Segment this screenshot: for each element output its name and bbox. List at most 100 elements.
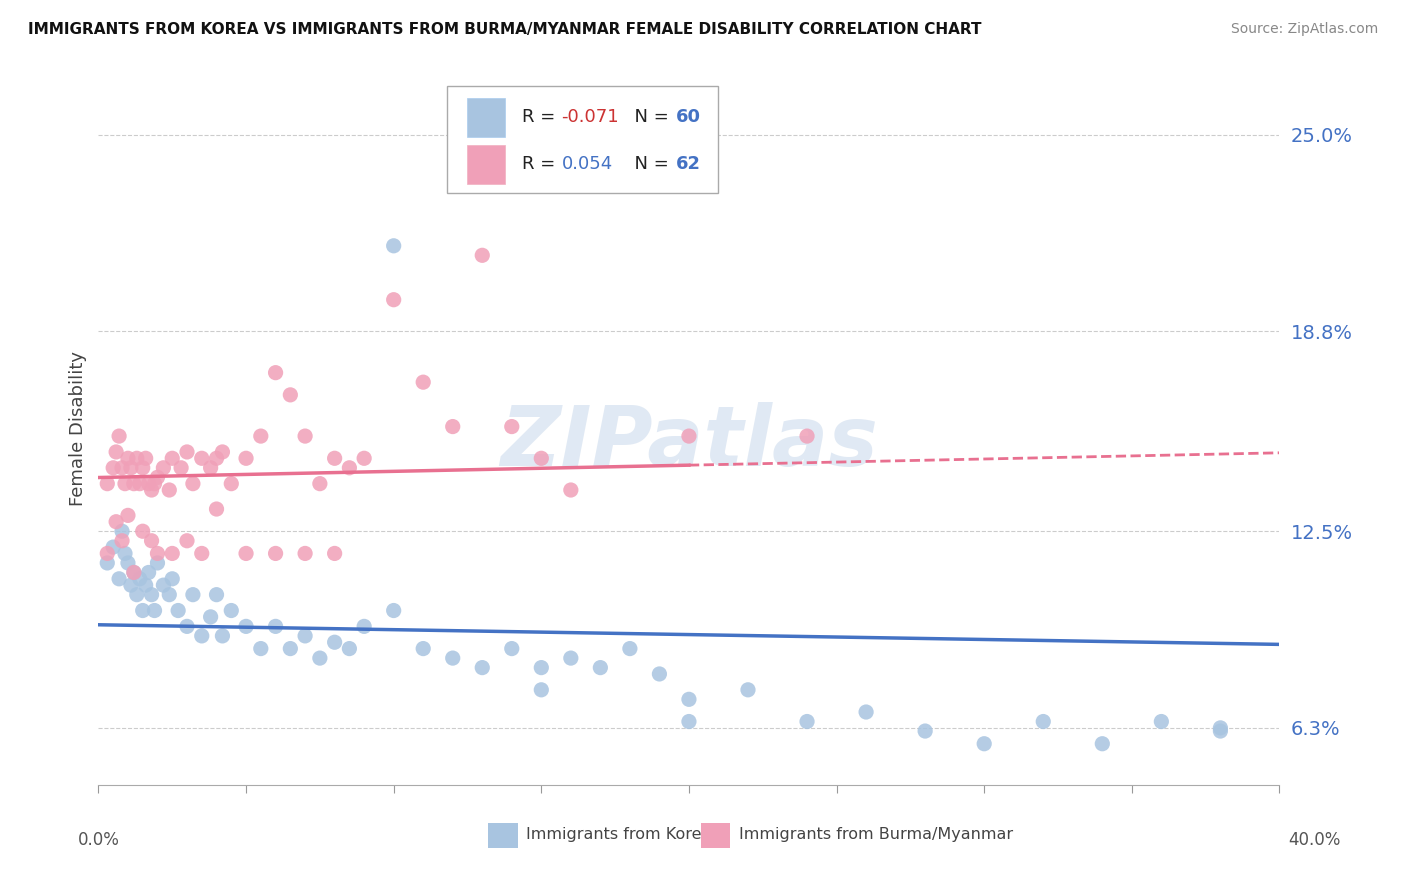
Point <box>205 502 228 516</box>
Point <box>1032 714 1054 729</box>
Point <box>294 429 316 443</box>
Point <box>122 476 145 491</box>
Point <box>294 546 316 560</box>
Point <box>737 682 759 697</box>
Point <box>678 429 700 443</box>
Text: R =: R = <box>523 108 561 126</box>
Point <box>103 460 125 475</box>
Point <box>143 603 166 617</box>
Point <box>309 476 332 491</box>
Point <box>382 239 405 253</box>
Point <box>105 445 128 459</box>
Point <box>1091 737 1114 751</box>
Point <box>176 445 198 459</box>
Point <box>103 540 125 554</box>
Point <box>120 460 142 475</box>
Point <box>157 483 180 497</box>
FancyBboxPatch shape <box>700 822 730 847</box>
Point <box>1150 714 1173 729</box>
Point <box>191 546 214 560</box>
Point <box>181 476 204 491</box>
Point <box>111 533 134 548</box>
Point <box>146 546 169 560</box>
Point <box>235 451 257 466</box>
Point <box>353 619 375 633</box>
Text: 62: 62 <box>676 155 702 173</box>
Point <box>125 451 148 466</box>
Point <box>200 610 222 624</box>
Point <box>323 546 346 560</box>
Point <box>412 641 434 656</box>
Point <box>114 546 136 560</box>
Point <box>128 476 150 491</box>
Point <box>221 603 243 617</box>
Point <box>146 470 169 484</box>
Point <box>152 460 174 475</box>
Point <box>648 667 671 681</box>
Point <box>146 556 169 570</box>
Point <box>205 451 228 466</box>
Point <box>264 366 287 380</box>
Point <box>117 508 139 523</box>
Point <box>135 451 157 466</box>
Point <box>382 293 405 307</box>
Point <box>796 429 818 443</box>
Point <box>382 603 405 617</box>
Point <box>96 556 118 570</box>
Point <box>122 566 145 580</box>
Point <box>471 248 494 262</box>
Point <box>280 641 302 656</box>
Point <box>120 578 142 592</box>
Point <box>1209 721 1232 735</box>
Point <box>162 572 183 586</box>
Point <box>132 460 155 475</box>
Text: R =: R = <box>523 155 561 173</box>
Point <box>294 629 316 643</box>
Point <box>117 556 139 570</box>
Text: ZIPatlas: ZIPatlas <box>501 402 877 483</box>
Point <box>412 375 434 389</box>
Text: Immigrants from Burma/Myanmar: Immigrants from Burma/Myanmar <box>738 828 1012 842</box>
Point <box>855 705 877 719</box>
Point <box>176 533 198 548</box>
Point <box>200 460 222 475</box>
Point <box>128 572 150 586</box>
Point <box>143 476 166 491</box>
Text: 60: 60 <box>676 108 702 126</box>
Point <box>117 451 139 466</box>
FancyBboxPatch shape <box>467 145 505 184</box>
Point <box>122 566 145 580</box>
FancyBboxPatch shape <box>447 86 718 193</box>
Point <box>105 515 128 529</box>
Point <box>441 651 464 665</box>
Point <box>471 660 494 674</box>
Point <box>339 460 361 475</box>
Point <box>135 578 157 592</box>
Text: -0.071: -0.071 <box>561 108 619 126</box>
Point <box>211 629 233 643</box>
Point <box>132 524 155 539</box>
Point <box>162 546 183 560</box>
Point <box>339 641 361 656</box>
Point <box>96 476 118 491</box>
Point <box>264 546 287 560</box>
Point <box>125 588 148 602</box>
Point <box>796 714 818 729</box>
Point <box>353 451 375 466</box>
Point <box>96 546 118 560</box>
Point <box>176 619 198 633</box>
Text: 0.0%: 0.0% <box>77 831 120 849</box>
Point <box>235 619 257 633</box>
Point <box>678 714 700 729</box>
Point <box>108 429 131 443</box>
Point <box>181 588 204 602</box>
Text: N =: N = <box>623 155 675 173</box>
Point <box>141 533 163 548</box>
Point <box>560 483 582 497</box>
Point <box>221 476 243 491</box>
Point <box>1209 724 1232 739</box>
Point <box>250 429 273 443</box>
Point <box>530 660 553 674</box>
Point <box>205 588 228 602</box>
Point <box>973 737 995 751</box>
